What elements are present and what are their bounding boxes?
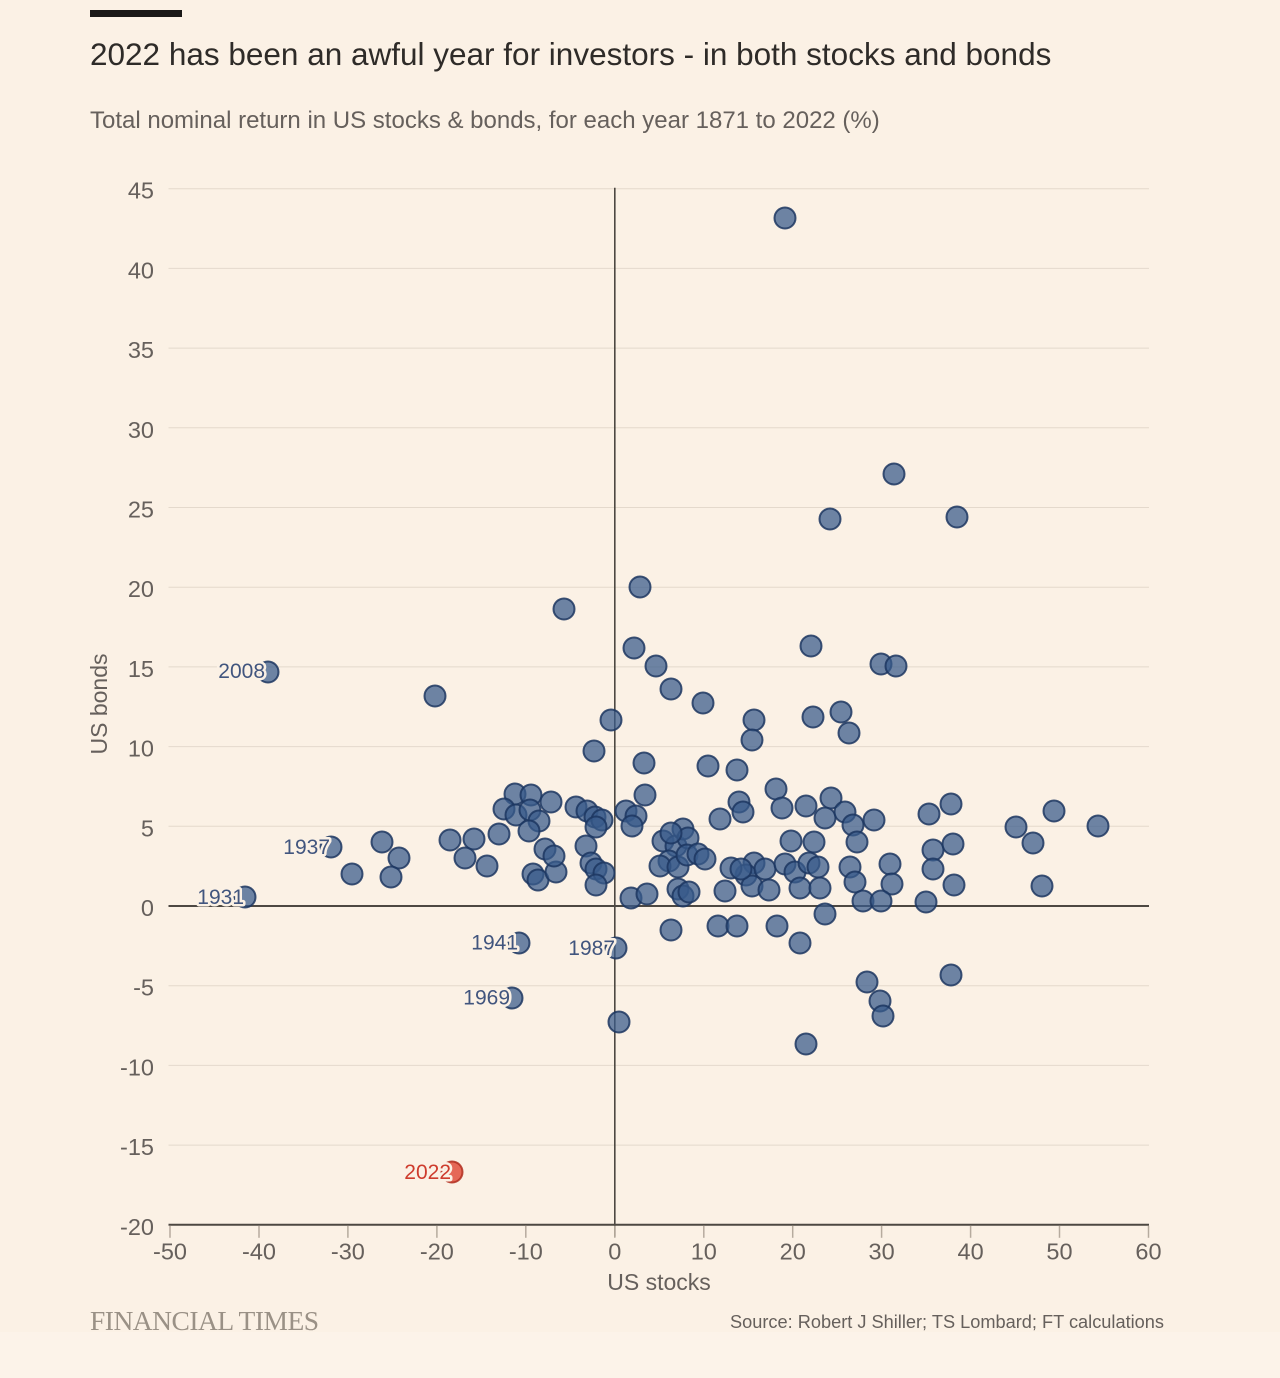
svg-text:10: 10 xyxy=(128,736,154,762)
svg-text:50: 50 xyxy=(1046,1239,1072,1265)
svg-text:-20: -20 xyxy=(420,1239,454,1265)
svg-text:30: 30 xyxy=(869,1239,895,1265)
svg-text:5: 5 xyxy=(141,815,154,841)
svg-text:-5: -5 xyxy=(133,975,154,1001)
svg-text:-20: -20 xyxy=(120,1214,154,1240)
svg-text:US bonds: US bonds xyxy=(86,653,112,754)
svg-text:1937: 1937 xyxy=(283,836,330,859)
svg-text:2008: 2008 xyxy=(218,660,265,683)
svg-text:-10: -10 xyxy=(509,1239,543,1265)
svg-text:-10: -10 xyxy=(120,1054,154,1080)
svg-text:2022: 2022 xyxy=(404,1161,451,1184)
svg-text:20: 20 xyxy=(128,576,154,602)
svg-text:-40: -40 xyxy=(242,1239,276,1265)
svg-text:15: 15 xyxy=(128,656,154,682)
svg-text:10: 10 xyxy=(691,1239,717,1265)
svg-text:-15: -15 xyxy=(120,1134,154,1160)
svg-text:20: 20 xyxy=(780,1239,806,1265)
svg-text:60: 60 xyxy=(1135,1239,1161,1265)
svg-text:-30: -30 xyxy=(331,1239,365,1265)
svg-text:1969: 1969 xyxy=(463,987,510,1010)
svg-text:0: 0 xyxy=(141,895,154,921)
svg-text:1941: 1941 xyxy=(471,932,518,955)
svg-text:25: 25 xyxy=(128,497,154,523)
svg-text:45: 45 xyxy=(128,178,154,204)
svg-text:40: 40 xyxy=(128,257,154,283)
svg-text:0: 0 xyxy=(608,1239,621,1265)
svg-text:30: 30 xyxy=(128,417,154,443)
svg-text:US stocks: US stocks xyxy=(607,1269,711,1295)
svg-text:1987: 1987 xyxy=(568,937,615,960)
svg-text:35: 35 xyxy=(128,337,154,363)
svg-text:-50: -50 xyxy=(153,1239,187,1265)
svg-text:1931: 1931 xyxy=(197,886,244,909)
svg-text:40: 40 xyxy=(958,1239,984,1265)
